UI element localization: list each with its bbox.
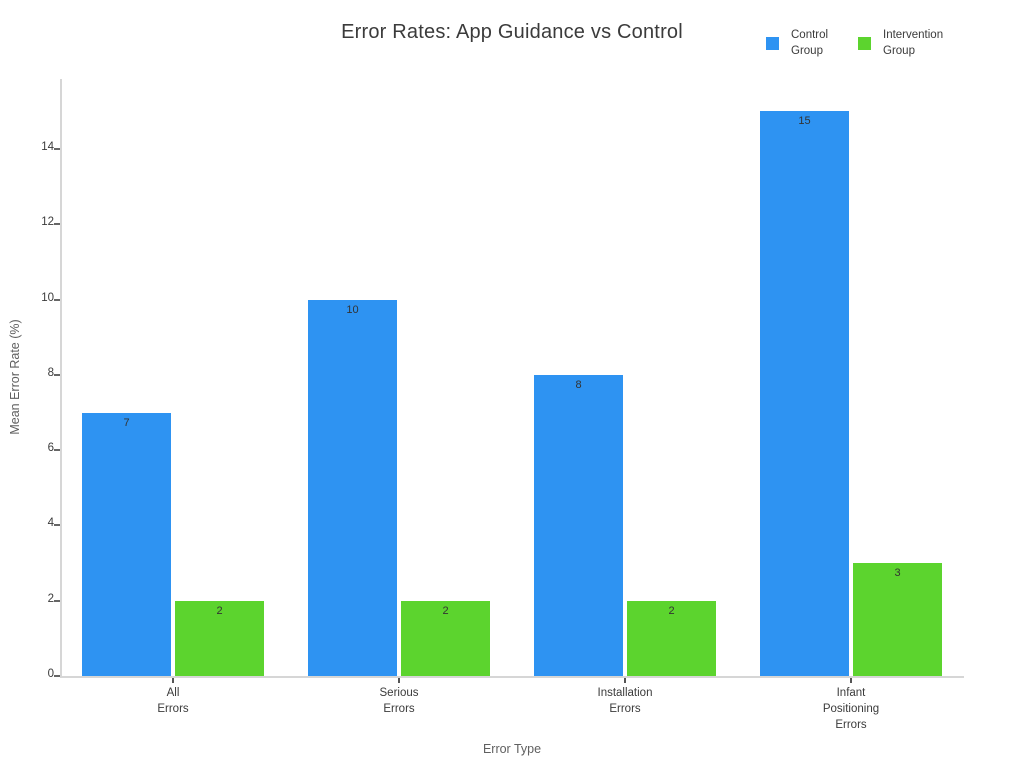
y-tick-mark (54, 449, 60, 452)
legend-item-intervention-group[interactable]: Intervention Group (858, 28, 959, 59)
legend-label-intervention-group: Intervention Group (883, 29, 944, 57)
y-tick-label: 4 (47, 517, 54, 530)
bar-value-label: 2 (442, 604, 449, 617)
bar-value-label: 7 (123, 416, 130, 429)
y-tick-label: 12 (41, 216, 54, 229)
y-tick-mark (54, 298, 60, 301)
legend-swatch-icon (858, 37, 871, 50)
x-axis-line (60, 676, 964, 678)
bar-value-label: 10 (346, 303, 359, 316)
bar-value-label: 3 (894, 567, 901, 580)
y-tick-label: 8 (47, 366, 54, 379)
x-tick-mark (624, 678, 626, 683)
bar-control (308, 299, 397, 676)
x-axis-title: Error Type (482, 742, 542, 756)
x-tick-label: All Errors (157, 687, 189, 715)
y-tick-mark (54, 148, 60, 150)
bar-control (82, 412, 171, 676)
y-tick-label: 6 (47, 442, 54, 455)
x-tick-label: Infant Positioning Errors (822, 687, 880, 731)
x-tick-mark (850, 678, 852, 683)
bar-intervention (627, 600, 716, 676)
x-tick-mark (172, 678, 174, 683)
bar-control (760, 111, 849, 676)
y-tick-label: 2 (47, 592, 54, 605)
bar-intervention (175, 600, 264, 676)
legend-swatch-icon (766, 37, 779, 50)
y-tick-label: 14 (41, 141, 54, 153)
x-tick-label: Serious Errors (379, 687, 419, 715)
bar-intervention (853, 563, 942, 676)
bar-value-label: 2 (668, 604, 675, 617)
bar-value-label: 8 (575, 378, 582, 391)
y-tick-mark (54, 675, 60, 677)
y-tick-mark (54, 373, 60, 376)
bar-intervention (401, 600, 490, 676)
y-tick-label: 10 (41, 291, 54, 304)
chart-title: Error Rates: App Guidance vs Control (341, 21, 683, 43)
y-tick-mark (54, 223, 60, 226)
legend-item-control-group[interactable]: Control Group (766, 28, 841, 59)
y-tick-mark (54, 599, 60, 602)
bar-control (534, 374, 623, 676)
y-tick-mark (54, 524, 60, 527)
y-tick-label: 0 (47, 668, 54, 680)
legend-label-control-group: Control Group (791, 29, 829, 57)
x-tick-mark (398, 678, 400, 683)
bar-value-label: 2 (216, 604, 223, 617)
bar-value-label: 15 (798, 115, 811, 128)
x-tick-label: Installation Errors (597, 687, 653, 715)
y-axis-line (60, 79, 62, 676)
